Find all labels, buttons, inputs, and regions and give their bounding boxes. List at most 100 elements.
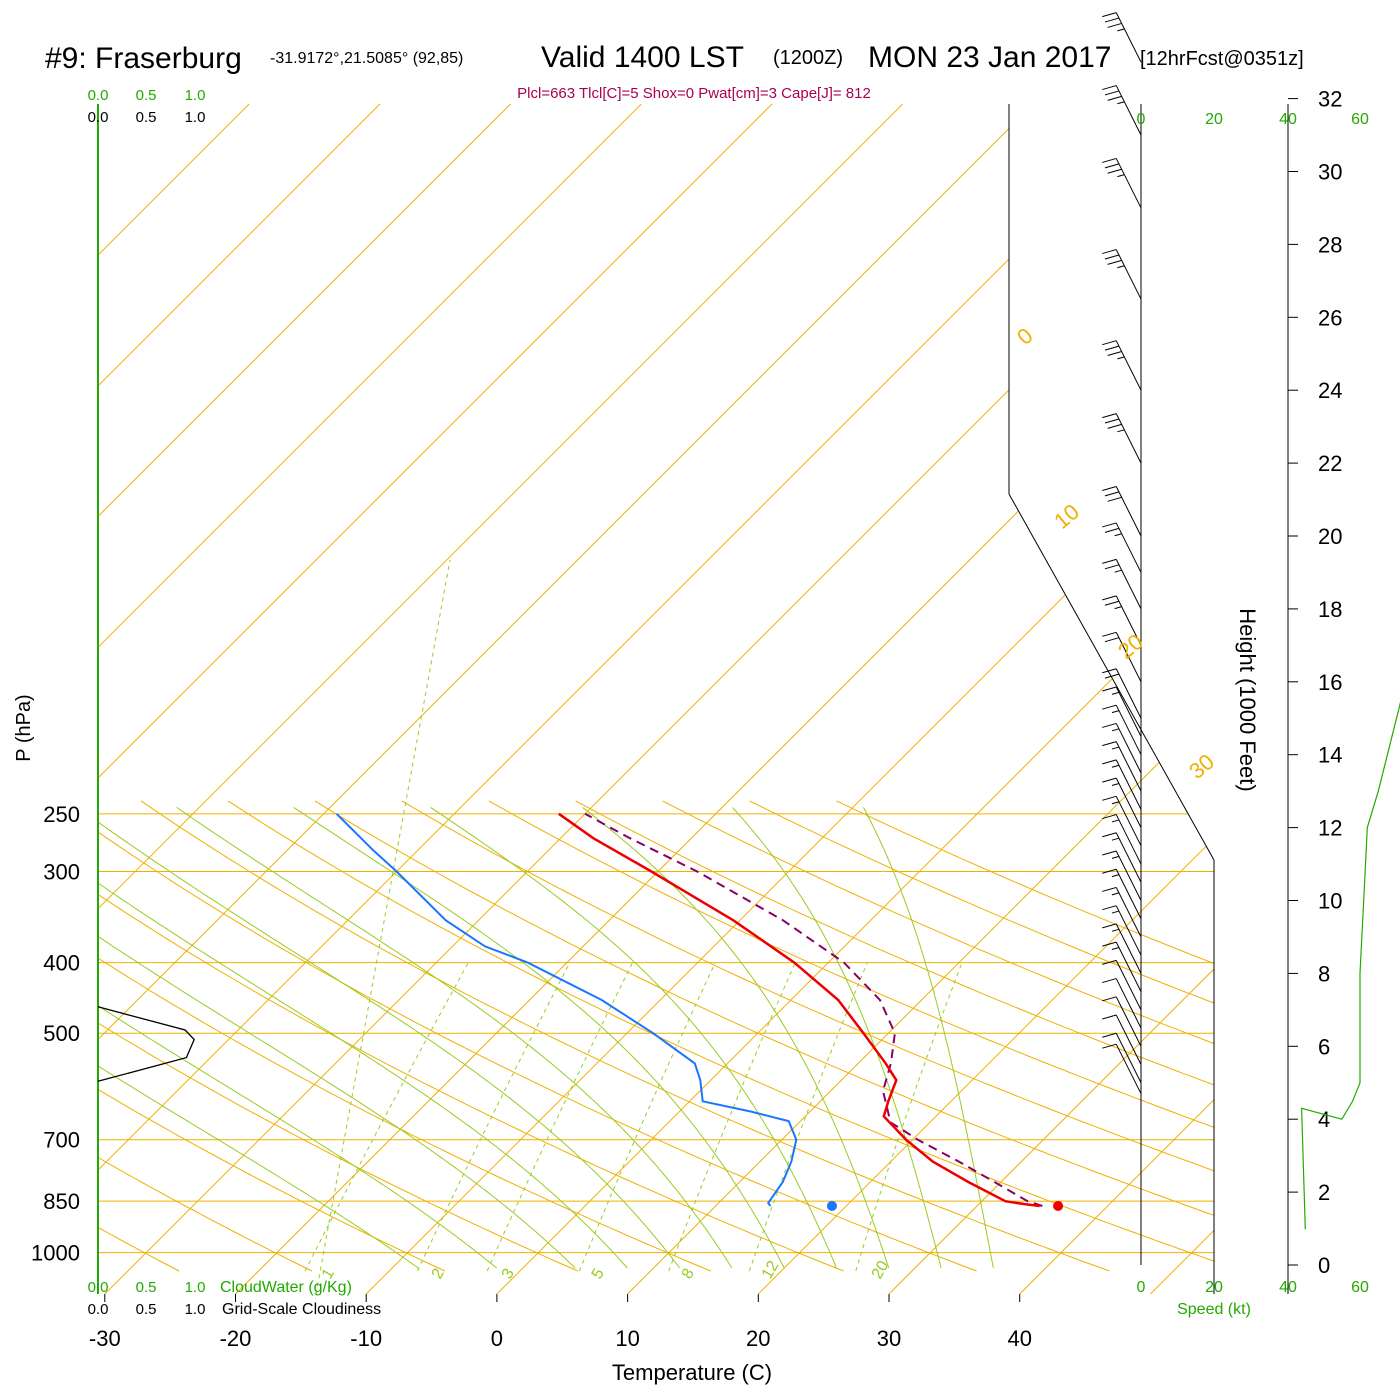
mixing-ratio-line: [748, 962, 868, 1272]
wind-barb-staff: [1115, 978, 1142, 1029]
wind-barb-staff: [1115, 1033, 1142, 1083]
wind-barb-flag: [1102, 340, 1117, 346]
height-tick-label: 14: [1318, 743, 1342, 768]
height-axis-label: Height (1000 Feet): [1235, 608, 1260, 791]
pressure-tick-label: 1000: [31, 1241, 80, 1266]
dry-adiabat: [98, 800, 446, 1272]
wind-barb-half-flag: [1111, 874, 1120, 878]
wind-barb-staff: [1115, 595, 1142, 646]
wind-barb-staff: [1115, 704, 1142, 755]
isotherm-line: [496, 104, 1214, 1294]
wind-barb-flag: [1102, 850, 1117, 856]
station-coords: -31.9172°,21.5085° (92,85): [270, 50, 463, 67]
wind-barb-flag: [1102, 886, 1117, 892]
wind-barb-staff: [1115, 796, 1142, 847]
temperature-tick-label: 40: [1007, 1326, 1031, 1351]
stability-indices: Plcl=663 Tlcl[C]=5 Shox=0 Pwat[cm]=3 Cap…: [517, 85, 871, 102]
temperature-tick-label: 30: [877, 1326, 901, 1351]
wind-barb-staff: [1115, 1043, 1142, 1094]
wind-barb-flag: [1102, 777, 1117, 783]
moist-adiabat: [98, 807, 419, 1269]
wind-barb-staff: [1115, 158, 1142, 209]
wind-barb: [1102, 978, 1142, 1029]
wind-barb: [1102, 12, 1142, 63]
wind-barb-flag: [1102, 941, 1117, 947]
wind-barb-staff: [1115, 814, 1142, 865]
wind-barb: [1102, 868, 1142, 919]
height-tick-label: 24: [1318, 378, 1342, 403]
wind-barb-half-flag: [1111, 764, 1120, 768]
moist-adiabat: [293, 806, 785, 1269]
isotherm-line: [98, 104, 1165, 1294]
wind-barb-staff: [1115, 559, 1142, 610]
height-tick-label: 6: [1318, 1034, 1330, 1059]
isotherm-line: [627, 104, 1214, 1294]
isotherm-line: [1281, 104, 1400, 1294]
wind-barb: [1102, 850, 1142, 901]
wind-barb-flag: [1102, 978, 1117, 984]
isotherm-line: [235, 104, 1214, 1294]
wind-barb-flag: [1107, 259, 1122, 265]
temperature-tick-label: -20: [220, 1326, 252, 1351]
isotherm-line: [888, 104, 1214, 1294]
y-axis-label: P (hPa): [13, 694, 35, 761]
wind-barb-half-flag: [1111, 691, 1120, 695]
wind-barb-flag: [1102, 704, 1117, 710]
wind-barb-half-flag: [1114, 533, 1122, 537]
wind-barb-flag: [1102, 668, 1117, 674]
wind-barb: [1102, 777, 1142, 828]
wind-barb-half-flag: [1111, 783, 1120, 786]
wind-barb-staff: [1115, 759, 1142, 810]
dry-adiabat: [0, 801, 46, 1271]
moist-adiabat: [98, 807, 576, 1269]
height-tick-label: 32: [1318, 87, 1342, 112]
moist-adiabat: [176, 806, 733, 1269]
wind-barb-staff: [1115, 668, 1142, 719]
cloudiness-tick-top: 0.0: [88, 109, 109, 126]
wind-barb-flag: [1102, 759, 1117, 765]
wind-barb-flag: [1104, 90, 1120, 96]
wind-barb-flag: [1102, 631, 1117, 637]
wind-barb-flag: [1104, 600, 1120, 606]
speed-axis-label: Speed (kt): [1177, 1301, 1251, 1318]
dry-adiabat-label: 20: [1113, 629, 1148, 664]
wind-barb-flag: [1102, 157, 1117, 163]
title-bar: #9: Fraserburg -31.9172°,21.5085° (92,85…: [45, 41, 1304, 102]
wind-barb-flag: [1102, 795, 1117, 801]
wind-barb-flag: [1102, 558, 1117, 564]
wind-barb-flag: [1102, 12, 1117, 18]
cloudiness-tick-top: 1.0: [185, 109, 206, 126]
wind-barb-flag: [1104, 637, 1120, 643]
wind-barb-half-flag: [1111, 746, 1120, 750]
cloud-cover-line: [97, 1006, 195, 1082]
wind-barb-flag: [1102, 522, 1117, 528]
wind-barb-flag: [1102, 686, 1117, 692]
height-tick-label: 18: [1318, 597, 1342, 622]
wind-barb-staff: [1115, 486, 1142, 537]
mixing-ratio-line: [417, 962, 571, 1272]
wind-barb: [1102, 340, 1142, 391]
wind-barb-flag: [1102, 996, 1117, 1002]
wind-barb-flag: [1102, 1032, 1117, 1038]
wind-barb-half-flag: [1111, 928, 1120, 932]
height-tick-label: 2: [1318, 1180, 1330, 1205]
mixing-ratio-line: [486, 962, 634, 1272]
wind-barb: [1102, 486, 1142, 537]
wind-barb-flag: [1107, 168, 1122, 174]
wind-barb-staff: [1115, 850, 1142, 901]
wind-barb: [1102, 413, 1142, 464]
wind-barb: [1102, 759, 1142, 810]
plot-frame: [98, 104, 1214, 1294]
forecast-info: [12hrFcst@0351z]: [1140, 48, 1304, 70]
zulu-time: (1200Z): [773, 47, 843, 69]
wind-barb-flag: [1102, 741, 1117, 747]
wind-barb-half-flag: [1117, 101, 1125, 105]
mixing-ratio-label: 5: [589, 1266, 608, 1282]
wind-barb-staff: [1115, 905, 1142, 956]
wind-barb-flag: [1104, 418, 1120, 424]
wind-barb-staff: [1115, 249, 1142, 300]
wind-barb: [1102, 814, 1142, 865]
temperature-tick-label: 10: [615, 1326, 639, 1351]
wind-barb: [1102, 558, 1142, 610]
